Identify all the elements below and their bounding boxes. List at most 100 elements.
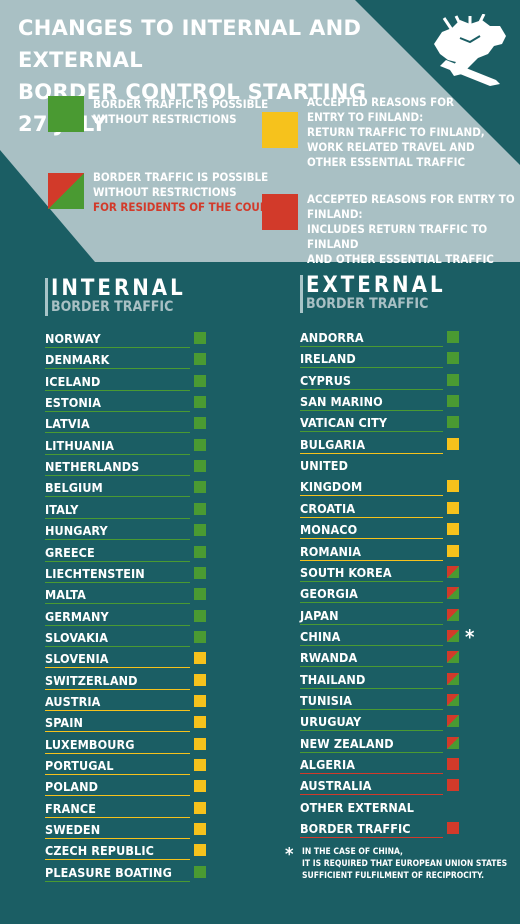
row-underline (300, 794, 443, 796)
status-yellow-icon (194, 716, 206, 729)
footnote-line: SUFFICIENT FULFILMENT OF RECIPROCITY. (302, 871, 484, 881)
country-label: SPAIN (45, 715, 83, 731)
row-underline (300, 580, 443, 582)
status-split-icon (447, 565, 459, 578)
list-item: PLEASURE BOATING (45, 863, 206, 884)
country-label: LIECHTENSTEIN (45, 565, 145, 581)
status-split-icon (447, 715, 459, 728)
list-item: KINGDOM (300, 477, 459, 498)
country-label: CZECH REPUBLIC (45, 843, 154, 859)
status-yellow-icon (447, 501, 459, 514)
legend-line: INCLUDES RETURN TRAFFIC TO FINLAND (307, 222, 488, 251)
list-item: SPAIN (45, 713, 206, 734)
footnote: IN THE CASE OF CHINA, IT IS REQUIRED THA… (302, 846, 512, 882)
list-item: IRELAND (300, 349, 459, 370)
status-yellow-icon (194, 844, 206, 857)
list-item: GEORGIA (300, 584, 459, 605)
country-label: NORWAY (45, 331, 101, 346)
row-underline (300, 410, 443, 412)
status-red-icon (447, 758, 459, 770)
row-underline (45, 368, 190, 370)
status-split-icon (447, 651, 459, 664)
legend-text: ACCEPTED REASONS FOR ENTRY TO FINLAND: IN… (307, 192, 520, 267)
row-underline (300, 474, 443, 475)
list-item: ITALY (45, 500, 206, 521)
list-item: CROATIA (300, 499, 459, 520)
row-underline (45, 347, 190, 348)
status-yellow-icon (194, 673, 206, 686)
row-underline (300, 346, 443, 347)
status-yellow-icon (447, 544, 459, 557)
status-yellow-icon (194, 780, 206, 793)
list-item: URUGUAY (300, 712, 459, 733)
country-label: LUXEMBOURG (45, 736, 135, 752)
list-item: BULGARIA (300, 435, 459, 456)
country-label: BORDER TRAFFIC (300, 821, 411, 837)
country-label: PLEASURE BOATING (45, 864, 172, 880)
list-item: CZECH REPUBLIC (45, 841, 206, 862)
country-label: GERMANY (45, 608, 109, 624)
status-green-icon (194, 566, 206, 579)
legend-line: ACCEPTED REASONS FOR ENTRY TO FINLAND: (307, 192, 515, 221)
list-item: TUNISIA (300, 691, 459, 712)
row-underline (45, 560, 190, 562)
row-underline (45, 645, 190, 647)
list-item: BORDER TRAFFIC (300, 819, 459, 840)
list-item: DENMARK (45, 350, 206, 371)
legend-note: FOR RESIDENTS OF THE COUNTRY (93, 200, 291, 214)
row-underline (45, 496, 190, 498)
list-item: JAPAN (300, 606, 459, 627)
status-red-icon (447, 779, 459, 792)
status-yellow-icon (447, 523, 459, 536)
legend-swatch-green (48, 96, 84, 132)
asterisk-icon: * (465, 624, 475, 649)
list-item: BELGIUM (45, 478, 206, 499)
country-label: ICELAND (45, 373, 101, 389)
country-label: SLOVAKIA (45, 629, 109, 645)
status-split-icon (447, 629, 459, 642)
title-line-1: CHANGES TO INTERNAL AND EXTERNAL (18, 16, 362, 72)
country-label: OTHER EXTERNAL (300, 799, 414, 815)
list-item: OTHER EXTERNAL (300, 798, 459, 819)
country-label: VATICAN CITY (300, 415, 388, 431)
list-item: GERMANY (45, 607, 206, 628)
country-label: LATVIA (45, 416, 90, 432)
row-underline (300, 816, 443, 817)
status-yellow-icon (447, 437, 459, 450)
status-green-icon (447, 331, 459, 343)
status-green-icon (194, 481, 206, 494)
list-item: SWITZERLAND (45, 671, 206, 692)
country-label: LITHUANIA (45, 437, 115, 453)
list-item: NEW ZEALAND (300, 734, 459, 755)
row-underline (45, 838, 190, 840)
legend-line: OTHER ESSENTIAL TRAFFIC (307, 155, 466, 169)
status-split-icon (447, 736, 459, 749)
status-yellow-icon (194, 694, 206, 707)
status-red-icon (447, 822, 459, 835)
list-item: LATVIA (45, 414, 206, 435)
row-underline (45, 774, 190, 775)
status-yellow-icon (194, 652, 206, 665)
country-label: GEORGIA (300, 586, 358, 602)
row-underline (300, 837, 443, 839)
list-item: CHINA * (300, 625, 474, 649)
country-label: AUSTRALIA (300, 778, 372, 794)
row-underline (45, 389, 190, 391)
list-item: MALTA (45, 585, 206, 606)
list-item: PORTUGAL (45, 756, 206, 777)
status-yellow-icon (194, 823, 206, 836)
status-green-icon (194, 438, 206, 451)
footnote-asterisk: * (285, 844, 294, 865)
legend-text: ACCEPTED REASONS FOR ENTRY TO FINLAND: RET… (307, 95, 485, 170)
row-underline (300, 516, 443, 518)
country-label: CHINA (300, 628, 341, 644)
heading-bar (45, 278, 48, 316)
list-item: ROMANIA (300, 542, 459, 563)
status-green-icon (447, 416, 459, 429)
row-underline (45, 581, 190, 583)
row-underline (45, 731, 190, 733)
country-label: PORTUGAL (45, 758, 114, 773)
footnote-line: IN THE CASE OF CHINA, (302, 847, 403, 857)
country-label: DENMARK (45, 352, 110, 368)
country-label: NETHERLANDS (45, 459, 140, 475)
